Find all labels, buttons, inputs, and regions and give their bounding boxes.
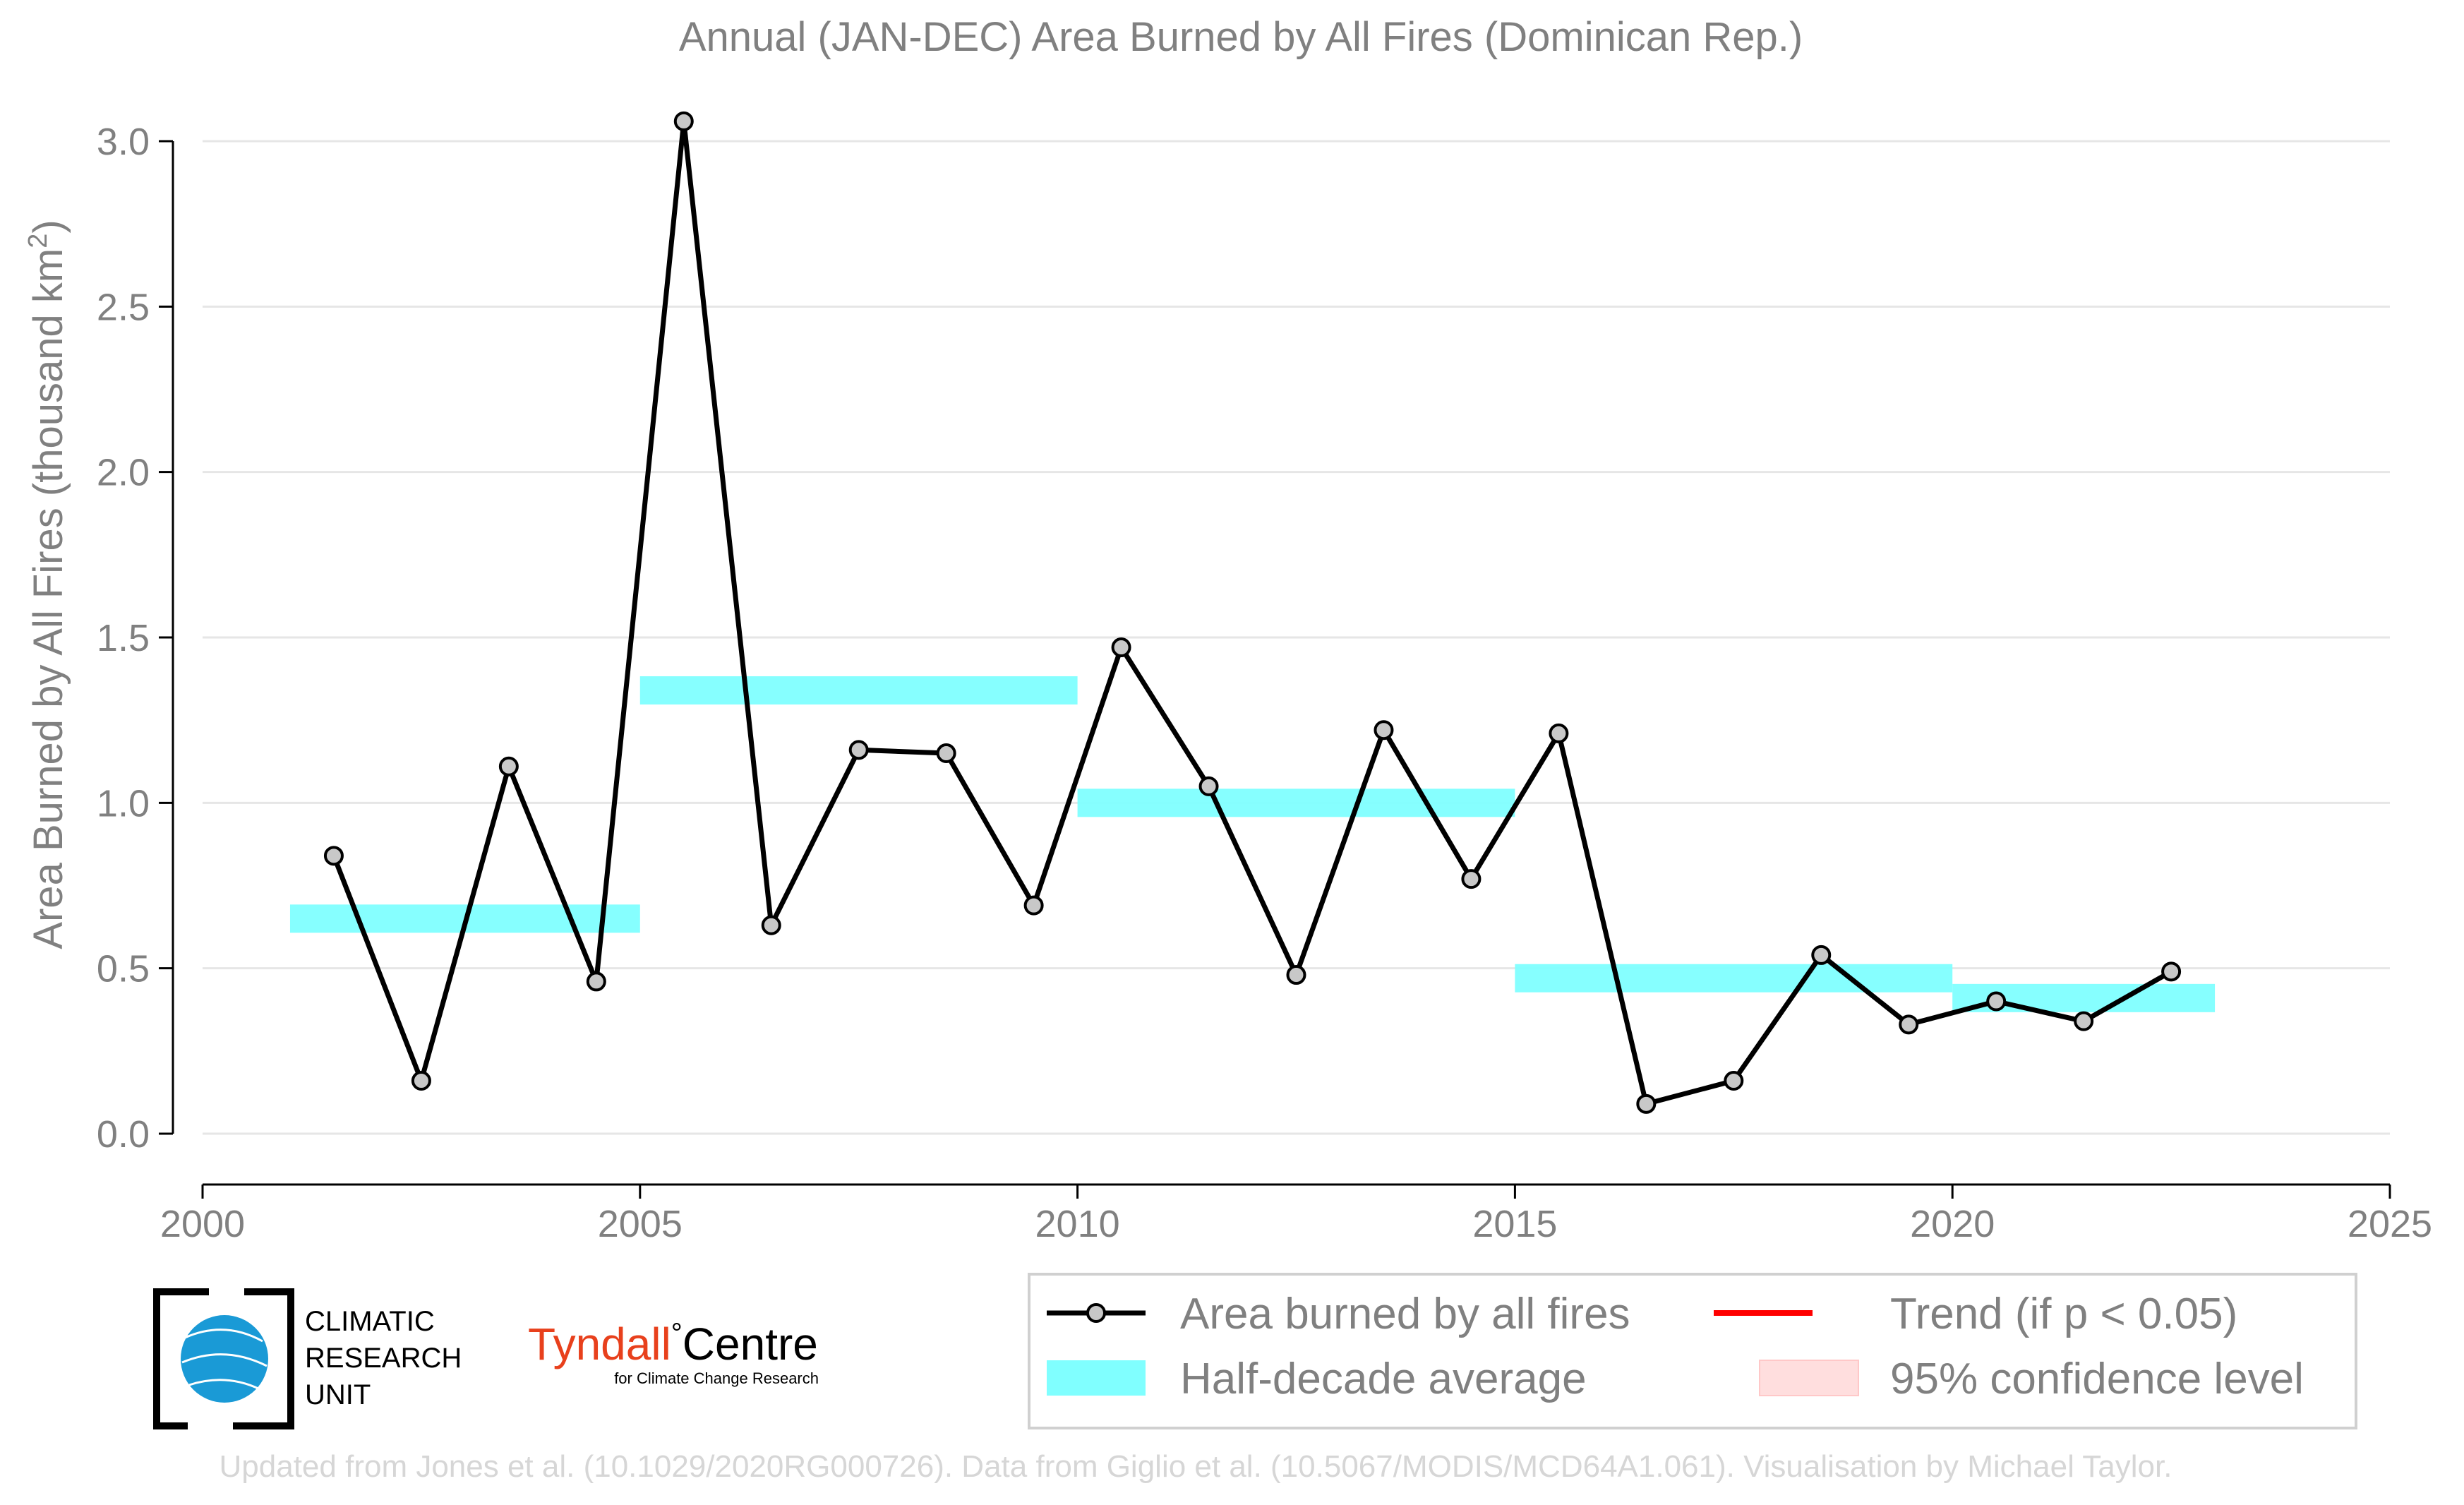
- cru-bracket-left: [153, 1288, 209, 1429]
- y-axis: 0.0 0.5 1.0 1.5 2.0 2.5 3.0: [97, 121, 174, 1156]
- data-point: [2074, 1011, 2094, 1031]
- area-burned-series: [323, 111, 2182, 1114]
- half-decade-average-band: [1515, 964, 1953, 993]
- x-tick-label: 2000: [160, 1203, 245, 1245]
- credit-line: Updated from Jones et al. (10.1029/2020R…: [220, 1449, 2172, 1484]
- y-tick-label: 1.0: [97, 782, 150, 825]
- legend-label-trend: Trend (if p < 0.05): [1890, 1290, 2237, 1338]
- x-axis: 2000 2005 2010 2015 2020 2025: [160, 1183, 2432, 1245]
- x-tick-label: 2015: [1472, 1203, 1557, 1245]
- data-point: [411, 1071, 431, 1091]
- data-point: [1636, 1093, 1657, 1114]
- data-point: [586, 971, 606, 992]
- legend-swatch-half-decade: [1047, 1360, 1146, 1396]
- legend-swatch-confidence: [1759, 1360, 1859, 1396]
- tyndall-word2: Centre: [683, 1319, 818, 1369]
- half-decade-average-bands: [289, 676, 2216, 1012]
- tyndall-word1: Tyndall: [528, 1319, 671, 1369]
- x-tick-label: 2025: [2348, 1203, 2432, 1245]
- data-point: [673, 111, 694, 131]
- y-axis-title: Area Burned by All Fires (thousand km2): [23, 220, 71, 949]
- data-point: [2161, 961, 2182, 982]
- x-tick-label: 2010: [1035, 1203, 1120, 1245]
- data-point: [1286, 965, 1306, 985]
- data-point: [1811, 945, 1832, 965]
- legend-label-confidence: 95% confidence level: [1890, 1355, 2304, 1403]
- x-tick-label: 2020: [1910, 1203, 1995, 1245]
- x-tick-label: 2005: [598, 1203, 683, 1245]
- legend-swatch-area-burned-marker: [1086, 1303, 1106, 1323]
- half-decade-average-band: [639, 676, 1078, 704]
- y-tick-label: 2.0: [97, 452, 150, 494]
- data-point: [1986, 991, 2007, 1012]
- tyndall-logo: Tyndall°Centre for Climate Change Resear…: [528, 1318, 819, 1387]
- data-point: [1111, 637, 1131, 658]
- cru-text-line1: CLIMATIC: [305, 1306, 435, 1337]
- cru-logo: CLIMATIC RESEARCH UNIT: [153, 1288, 462, 1429]
- data-point: [498, 756, 519, 777]
- cru-text-line2: RESEARCH: [305, 1343, 462, 1374]
- data-point: [323, 846, 344, 866]
- y-tick-label: 1.5: [97, 617, 150, 659]
- legend-label-area-burned: Area burned by all fires: [1180, 1290, 1630, 1338]
- data-point: [1198, 776, 1219, 796]
- svg-text:Tyndall°Centre: Tyndall°Centre: [528, 1318, 818, 1369]
- cru-text-line3: UNIT: [305, 1379, 371, 1410]
- legend-label-half-decade: Half-decade average: [1180, 1355, 1587, 1403]
- y-tick-label: 3.0: [97, 121, 150, 163]
- data-point: [936, 743, 956, 764]
- cru-bracket-right: [233, 1288, 294, 1429]
- data-point: [1023, 895, 1044, 916]
- data-point: [1461, 869, 1482, 889]
- tyndall-degree: °: [671, 1318, 683, 1349]
- data-point: [761, 915, 781, 935]
- data-point: [848, 740, 869, 760]
- data-point: [1724, 1071, 1744, 1091]
- data-point: [1899, 1014, 1919, 1035]
- data-point: [1374, 720, 1394, 740]
- legend-box: [1028, 1273, 2357, 1429]
- legend: Area burned by all fires Trend (if p < 0…: [1028, 1273, 2357, 1429]
- chart-title: Annual (JAN-DEC) Area Burned by All Fire…: [679, 14, 1803, 60]
- y-tick-label: 0.5: [97, 948, 150, 990]
- data-point: [1549, 723, 1569, 743]
- y-tick-label: 2.5: [97, 286, 150, 328]
- half-decade-average-band: [1077, 789, 1515, 817]
- series-line: [331, 119, 2172, 1107]
- cru-globe-lines: [181, 1329, 268, 1391]
- tyndall-subtitle: for Climate Change Research: [614, 1369, 819, 1387]
- y-tick-label: 0.0: [97, 1113, 150, 1156]
